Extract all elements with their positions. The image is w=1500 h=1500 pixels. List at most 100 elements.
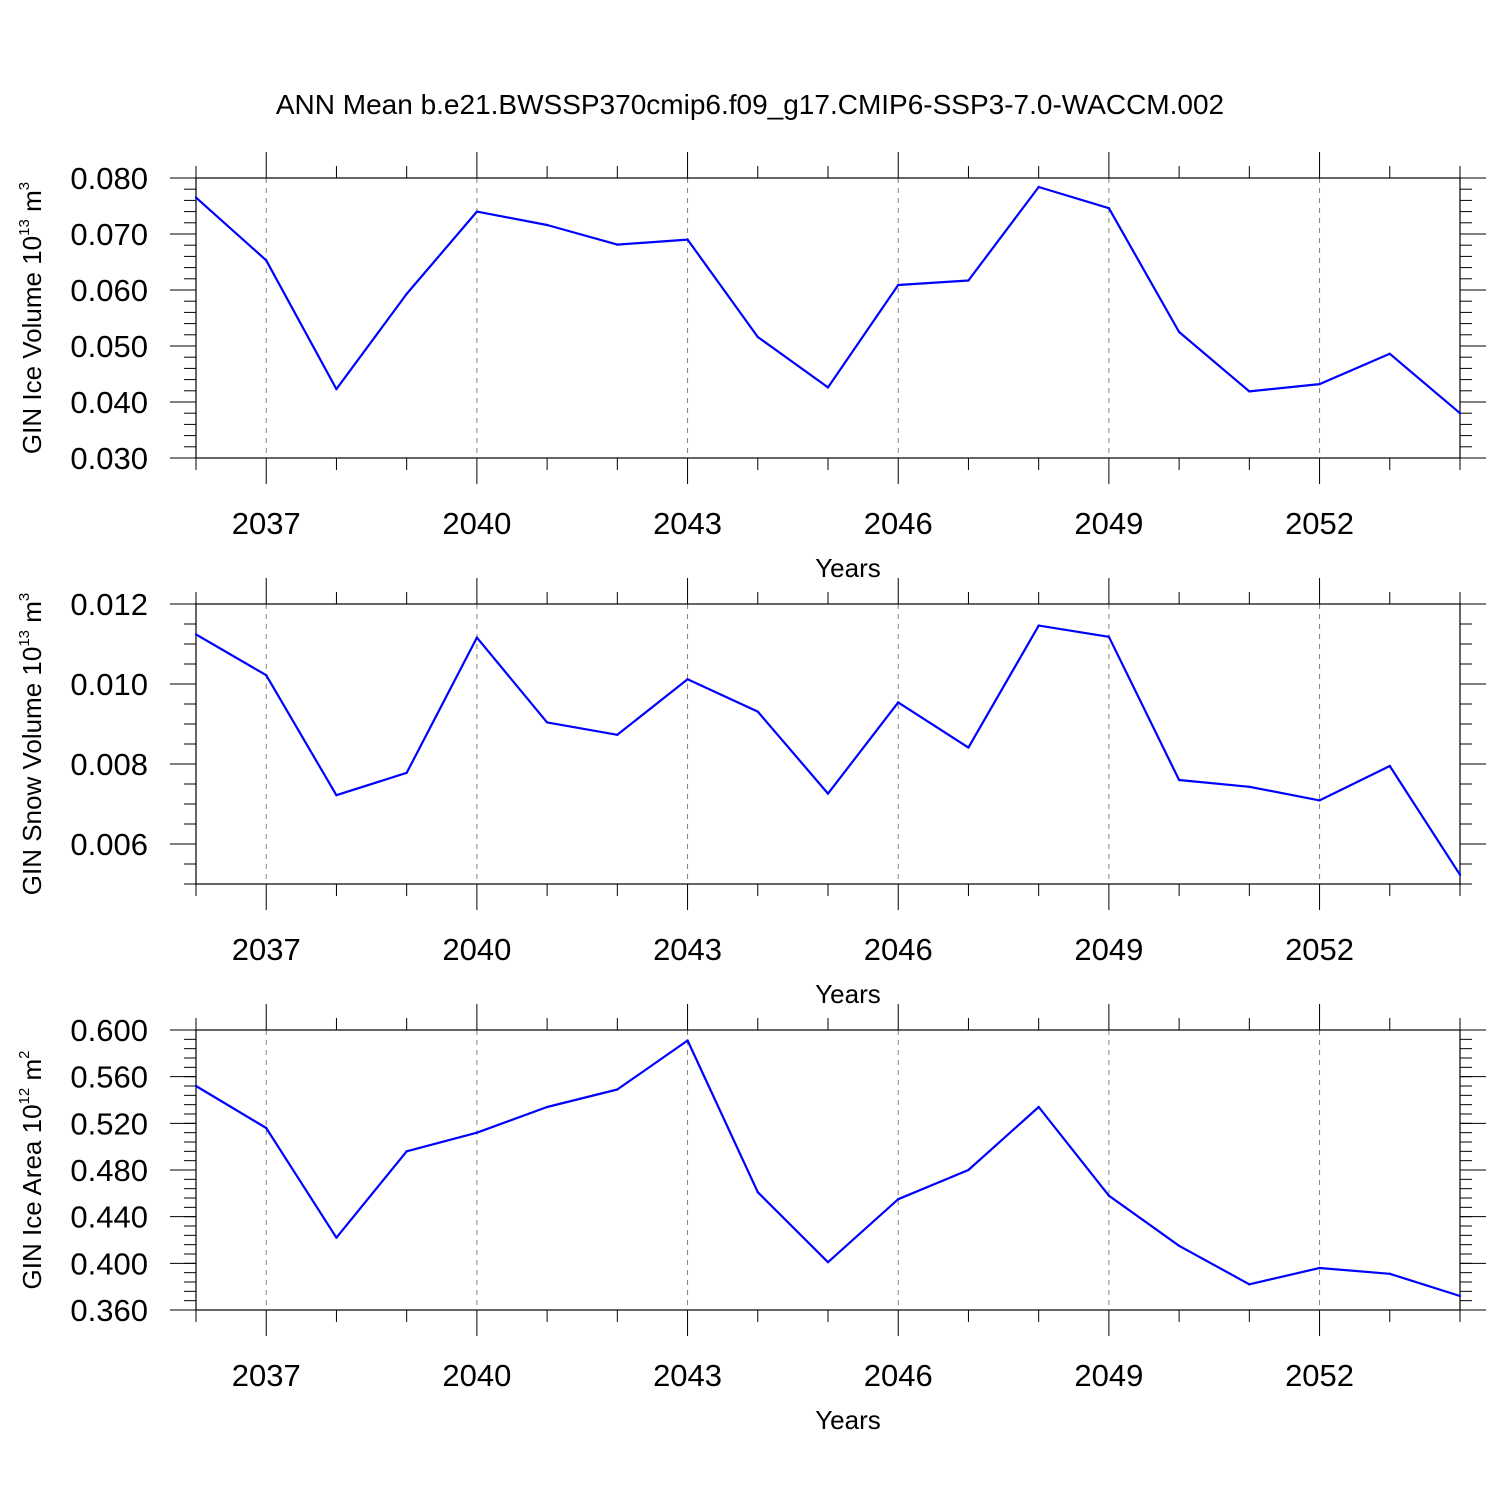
- data-point: [897, 283, 900, 287]
- series-line: [195, 1039, 1461, 1298]
- data-point: [1177, 330, 1181, 334]
- data-point: [686, 238, 689, 241]
- data-point: [967, 1168, 970, 1172]
- data-point: [194, 633, 198, 636]
- data-point: [475, 210, 479, 213]
- data-point: [545, 223, 549, 227]
- x-tick-label: 2037: [232, 932, 301, 967]
- x-tick-label: 2046: [864, 1358, 933, 1393]
- x-tick-label: 2052: [1285, 932, 1354, 967]
- x-axis-label: Years: [815, 553, 881, 583]
- data-point: [545, 721, 549, 724]
- x-tick-label: 2040: [442, 1358, 511, 1393]
- data-point: [826, 386, 830, 389]
- series-line: [195, 624, 1461, 876]
- y-tick-label: 0.008: [70, 747, 148, 782]
- y-tick-label: 0.520: [70, 1106, 148, 1141]
- y-tick-label: 0.006: [70, 827, 148, 862]
- data-point: [756, 710, 759, 713]
- data-point: [1318, 799, 1321, 802]
- plot-frame: [195, 1029, 1461, 1311]
- data-point: [335, 794, 338, 797]
- data-point: [686, 678, 689, 681]
- data-point: [897, 1197, 900, 1201]
- series-line: [195, 185, 1461, 415]
- x-tick-label: 2043: [653, 506, 722, 541]
- figure-title: ANN Mean b.e21.BWSSP370cmip6.f09_g17.CMI…: [276, 89, 1224, 120]
- data-point: [1107, 207, 1111, 210]
- data-point: [405, 1150, 408, 1153]
- x-tick-label: 2049: [1074, 1358, 1143, 1393]
- x-tick-label: 2049: [1074, 506, 1143, 541]
- y-axis-label: GIN Ice Volume 1013 m3: [16, 182, 47, 454]
- x-tick-label: 2040: [442, 932, 511, 967]
- x-tick-label: 2037: [232, 1358, 301, 1393]
- y-tick-label: 0.400: [70, 1246, 148, 1281]
- data-point: [265, 674, 268, 677]
- data-point: [616, 243, 619, 246]
- data-point: [756, 335, 759, 339]
- y-axis-label: GIN Snow Volume 1013 m3: [16, 593, 47, 896]
- data-point: [545, 1105, 549, 1109]
- x-tick-label: 2052: [1285, 506, 1354, 541]
- x-tick-label: 2046: [864, 932, 933, 967]
- y-tick-label: 0.030: [70, 441, 148, 476]
- data-point: [1107, 635, 1111, 638]
- y-tick-label: 0.050: [70, 329, 148, 364]
- data-point: [335, 387, 338, 391]
- data-point: [1318, 382, 1321, 386]
- panel-1: 2037 2040 2043 2046 2049 2052 Years 0.030 0.040 0…: [16, 152, 1486, 583]
- y-tick-label: 0.440: [70, 1200, 148, 1235]
- data-point: [1388, 764, 1391, 768]
- x-tick-label: 2046: [864, 506, 933, 541]
- data-point: [335, 1236, 338, 1239]
- y-axis-label: GIN Ice Area 1012 m2: [16, 1051, 47, 1290]
- x-tick-label: 2043: [653, 932, 722, 967]
- x-tick-label: 2040: [442, 506, 511, 541]
- data-point: [1107, 1194, 1111, 1197]
- data-point: [1177, 1244, 1181, 1248]
- x-axis-label: Years: [815, 979, 881, 1009]
- data-point: [616, 733, 619, 736]
- data-point: [686, 1039, 689, 1042]
- y-tick-label: 0.560: [70, 1060, 148, 1095]
- data-point: [756, 1190, 759, 1194]
- data-point: [1037, 185, 1040, 189]
- chart-panels: 2037 2040 2043 2046 2049 2052 Years 0.030 0.040 0…: [16, 152, 1486, 1435]
- data-point: [1318, 1266, 1321, 1270]
- data-point: [1248, 785, 1251, 788]
- data-point: [1458, 412, 1462, 415]
- x-tick-label: 2043: [653, 1358, 722, 1393]
- plot-frame: [195, 177, 1461, 459]
- x-tick-label: 2037: [232, 506, 301, 541]
- y-tick-label: 0.080: [70, 161, 148, 196]
- x-axis-label: Years: [815, 1405, 881, 1435]
- panel-2: 2037 2040 2043 2046 2049 2052 Years 0.006 0.008 0…: [16, 578, 1486, 1009]
- y-tick-label: 0.360: [70, 1293, 148, 1328]
- y-tick-label: 0.070: [70, 217, 148, 252]
- data-point: [1037, 1105, 1040, 1109]
- x-tick-label: 2052: [1285, 1358, 1354, 1393]
- y-tick-label: 0.010: [70, 667, 148, 702]
- y-tick-label: 0.040: [70, 385, 148, 420]
- data-point: [967, 279, 970, 282]
- data-point: [475, 1131, 479, 1134]
- data-point: [1388, 1272, 1391, 1276]
- data-point: [265, 259, 268, 262]
- data-point: [1248, 1283, 1251, 1286]
- data-point: [475, 636, 479, 639]
- plot-frame: [195, 603, 1461, 885]
- data-point: [826, 792, 830, 795]
- data-point: [897, 701, 900, 704]
- y-tick-label: 0.600: [70, 1013, 148, 1048]
- data-point: [405, 771, 408, 774]
- data-point: [1388, 352, 1391, 356]
- data-point: [405, 292, 408, 296]
- data-point: [1458, 1294, 1462, 1298]
- data-point: [1248, 390, 1251, 393]
- data-point: [1037, 624, 1040, 627]
- data-point: [616, 1088, 619, 1091]
- data-point: [265, 1126, 268, 1130]
- data-point: [194, 1084, 198, 1088]
